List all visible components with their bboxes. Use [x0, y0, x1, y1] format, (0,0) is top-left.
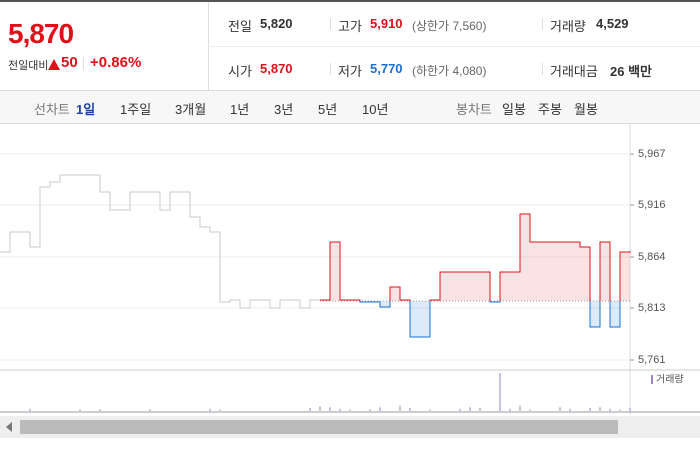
- tab-label: 봉차트: [456, 102, 492, 117]
- period-tab[interactable]: 1년: [230, 102, 250, 117]
- price-line: [359, 301, 621, 338]
- y-tick-label: 5,761: [638, 354, 666, 366]
- y-tick-label: 5,967: [638, 148, 666, 160]
- stat-value: 5,870: [260, 61, 293, 76]
- area-up: [320, 214, 630, 301]
- separator: [542, 63, 543, 75]
- stat-value: 26 백만: [610, 64, 652, 79]
- stat-label: 거래대금: [550, 64, 598, 79]
- stat-value: 5,770: [370, 61, 403, 76]
- separator: [542, 18, 543, 30]
- stat-note: (하한가 4,080): [412, 64, 487, 78]
- stat-label: 전일: [228, 19, 252, 34]
- separator: [330, 63, 331, 75]
- stat-value: 4,529: [596, 16, 629, 31]
- price-line: [0, 174, 320, 309]
- up-icon: [48, 59, 60, 70]
- period-tab[interactable]: 1주일: [120, 102, 152, 117]
- change-rate: +0.86%: [90, 54, 142, 71]
- stat-label: 시가: [228, 64, 252, 79]
- stat-value: 5,820: [260, 16, 293, 31]
- change: 50: [61, 54, 78, 71]
- separator: [330, 18, 331, 30]
- stat-label: 저가: [338, 64, 362, 79]
- stat-note: (상한가 7,560): [412, 19, 487, 33]
- period-tab[interactable]: 1일: [76, 102, 96, 117]
- change-label: 전일대비: [8, 60, 49, 72]
- separator: [83, 57, 84, 70]
- legend-swatch: [651, 375, 653, 384]
- stat-label: 고가: [338, 19, 362, 34]
- stat-label: 거래량: [550, 19, 586, 34]
- candle-tab[interactable]: 월봉: [574, 102, 598, 117]
- stat-value: 5,910: [370, 16, 403, 31]
- line-up: [320, 213, 631, 301]
- period-tab[interactable]: 10년: [362, 102, 389, 117]
- y-tick-label: 5,813: [638, 302, 666, 314]
- scroll-left[interactable]: [6, 422, 12, 432]
- divider: [208, 46, 700, 47]
- legend-label: 거래량: [656, 374, 684, 386]
- candle-tab[interactable]: 주봉: [538, 102, 562, 117]
- y-tick-label: 5,864: [638, 251, 666, 263]
- tab-bar: 선차트 1일 1주일 3개월 1년 3년 5년 10년 봉차트 일봉 주봉 월봉: [0, 90, 700, 124]
- scroll-thumb[interactable]: [20, 420, 618, 434]
- tab-label: 선차트: [34, 102, 70, 117]
- area-down: [320, 301, 630, 337]
- chart: 5,967 5,916 5,864 5,813 5,761 거래량: [0, 123, 700, 415]
- candle-tab[interactable]: 일봉: [502, 102, 526, 117]
- period-tab[interactable]: 3개월: [175, 102, 207, 117]
- period-tab[interactable]: 3년: [274, 102, 294, 117]
- price: 5,870: [8, 18, 74, 49]
- period-tab[interactable]: 5년: [318, 102, 338, 117]
- y-tick-label: 5,916: [638, 199, 666, 211]
